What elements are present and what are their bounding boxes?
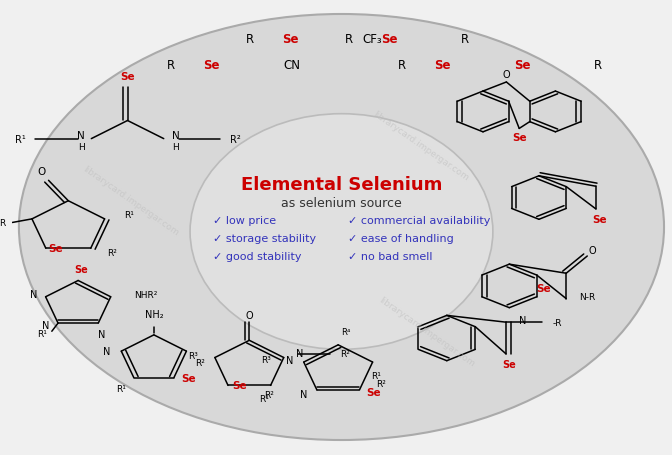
Text: R¹: R¹ [37,329,47,338]
Text: Elemental Selenium: Elemental Selenium [241,176,442,193]
Text: R: R [0,218,5,228]
Text: librarycard.impergar.com: librarycard.impergar.com [378,295,476,368]
Text: H: H [78,143,85,152]
Text: R¹: R¹ [15,134,26,144]
Text: R¹: R¹ [124,210,134,219]
Text: H: H [172,143,179,152]
Text: R¹: R¹ [259,394,269,404]
Text: Se: Se [181,373,196,383]
Text: Se: Se [434,59,450,72]
Text: -R: -R [552,318,562,327]
Text: Se: Se [48,244,63,254]
Text: ✓ low price: ✓ low price [213,216,276,226]
Text: R: R [246,33,254,46]
Text: R²: R² [340,349,349,359]
Text: as selenium source: as selenium source [281,196,402,209]
Text: R⁴: R⁴ [341,327,351,336]
Text: ✓ storage stability: ✓ storage stability [213,234,317,244]
Text: ✓ commercial availability: ✓ commercial availability [348,216,491,226]
Ellipse shape [19,15,664,440]
Text: R²: R² [230,134,241,144]
Text: N: N [296,348,303,358]
Text: N: N [30,290,38,300]
Text: R: R [167,59,175,72]
Text: R²: R² [107,249,117,258]
Text: Se: Se [503,359,516,369]
Text: Se: Se [536,283,550,293]
Text: Se: Se [75,264,88,274]
Text: R²: R² [195,358,204,367]
Text: O: O [503,70,510,80]
Text: N: N [286,355,293,365]
Text: Se: Se [282,33,299,46]
Text: N: N [98,330,106,340]
Text: CF₃: CF₃ [362,33,382,46]
Text: Se: Se [204,59,220,72]
Text: ✓ good stability: ✓ good stability [213,252,302,262]
Text: O: O [38,167,46,177]
Text: Se: Se [367,387,381,397]
Text: R³: R³ [189,351,198,360]
Text: N-R: N-R [579,292,595,301]
Text: Se: Se [512,133,527,143]
Text: Se: Se [233,380,247,390]
Ellipse shape [190,115,493,349]
Text: N: N [103,346,110,356]
Text: N: N [519,315,527,325]
Text: R: R [594,59,602,72]
Text: Se: Se [120,72,135,82]
Text: Se: Se [592,214,606,224]
Text: ✓ no bad smell: ✓ no bad smell [348,252,433,262]
Text: N: N [172,131,180,141]
Text: N: N [77,131,85,141]
Text: R¹: R¹ [116,384,126,394]
Text: CN: CN [284,59,300,72]
Text: R: R [461,33,469,46]
Text: R³: R³ [261,355,271,364]
Text: NH₂: NH₂ [144,310,163,320]
Text: R²: R² [264,390,274,399]
Text: librarycard.impergar.com: librarycard.impergar.com [81,164,180,237]
Text: O: O [245,310,253,320]
Text: N: N [300,389,307,399]
Text: Se: Se [514,59,530,72]
Text: NHR²: NHR² [134,290,157,299]
Text: R: R [397,59,405,72]
Text: R¹: R¹ [371,371,381,380]
Text: O: O [589,245,596,255]
Text: N: N [42,321,50,331]
Text: ✓ ease of handling: ✓ ease of handling [348,234,454,244]
Text: Se: Se [381,33,398,46]
Text: R: R [345,33,353,46]
Text: R²: R² [376,379,386,388]
Text: librarycard.impergar.com: librarycard.impergar.com [371,110,470,182]
